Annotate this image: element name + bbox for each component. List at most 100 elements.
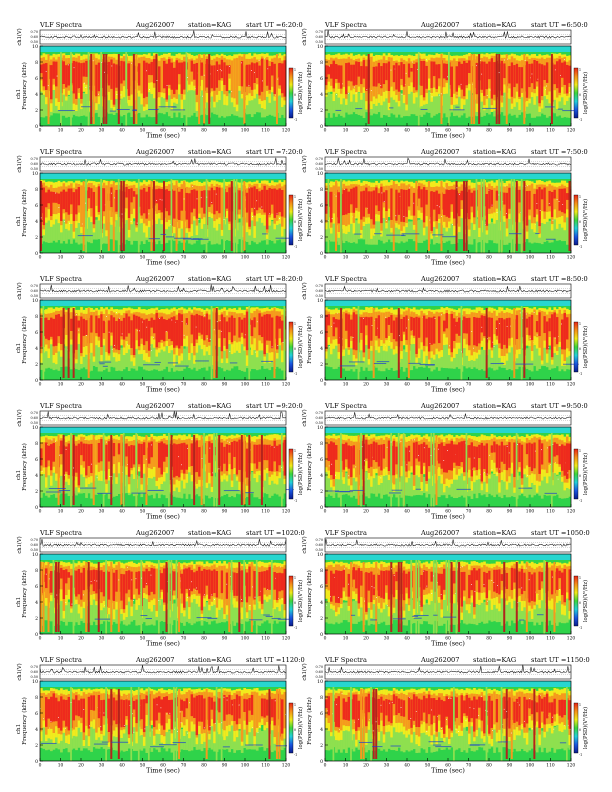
spectrogram-cell: [168, 318, 171, 339]
spectrogram-cell: [415, 441, 419, 459]
spectrogram-cell: [419, 364, 435, 366]
spectrogram-cell: [65, 446, 68, 472]
spectrogram-cell: [374, 233, 382, 235]
spectrogram-cell: [330, 595, 333, 624]
spectrogram-cell: [437, 464, 441, 498]
spectrogram-cell: [271, 617, 281, 619]
spectrogram-cell: [520, 67, 524, 89]
spectrogram-cell: [339, 365, 356, 367]
spectrogram-cell: [64, 474, 66, 476]
spectrogram-cell: [422, 570, 426, 590]
spectrogram-cell: [536, 334, 538, 336]
y-tick-label: 4: [35, 92, 38, 98]
waveform-tick-label: 0.50: [315, 421, 323, 425]
spectrogram-cell: [342, 189, 346, 216]
spectrogram-cell: [112, 63, 116, 105]
spectrogram-cell: [555, 349, 559, 367]
spectrogram-cell: [280, 189, 284, 217]
spectrogram-cell: [195, 338, 199, 371]
spectrogram-cell: [453, 347, 456, 369]
spectrogram-cell: [348, 475, 350, 477]
x-tick-label: 110: [546, 256, 555, 261]
spectrogram-cell: [463, 440, 466, 473]
spectrogram-cell: [568, 65, 572, 84]
spectrogram-cell: [357, 61, 361, 77]
spectrogram-cell: [137, 571, 141, 595]
spectrogram-cell: [388, 492, 401, 494]
spectrogram-cell: [530, 183, 534, 224]
spectrogram-cell: [248, 187, 250, 189]
spectrogram-cell: [233, 572, 236, 596]
spectrogram-cell: [403, 216, 405, 217]
spectrogram-cell: [495, 340, 499, 370]
spectrogram-cell: [463, 316, 466, 334]
spectrogram-cell: [332, 442, 336, 480]
x-axis-label: Time (sec): [146, 259, 180, 267]
spectrogram-cell: [81, 106, 91, 108]
spectrogram-cell: [530, 63, 534, 84]
spectrogram-cell: [77, 568, 81, 595]
spectrogram-cell: [91, 463, 92, 465]
spectrogram-cell: [258, 571, 262, 597]
spectrogram-cell: [520, 212, 521, 213]
x-tick-label: 20: [78, 637, 84, 642]
spectrogram-cell: [250, 345, 254, 369]
spectrogram-cell: [370, 56, 373, 102]
spectrogram-cell: [370, 90, 372, 92]
spectrogram-cell: [213, 329, 215, 331]
colorbar-tick-label: 1: [579, 322, 581, 326]
spectrogram-cell: [374, 319, 376, 321]
spectrogram-cell: [99, 363, 105, 365]
spectrogram-cell: [90, 581, 92, 582]
y-tick-label: 0: [35, 378, 38, 384]
panel-date: Aug262007: [420, 275, 459, 283]
spectrogram-cell: [120, 573, 124, 601]
spectrogram-cell: [437, 316, 441, 344]
spectrogram-cell: [495, 54, 498, 124]
spectrogram-cell: [170, 560, 173, 634]
spectrogram-cell: [505, 318, 509, 349]
panel-start-time: start UT =7:20:0: [246, 148, 303, 156]
spectrogram-cell: [223, 339, 226, 372]
spectrogram-cell: [530, 93, 534, 118]
spectrogram-cell: [565, 193, 569, 200]
x-tick-label: 70: [181, 383, 187, 388]
spectrogram-cell: [382, 602, 386, 622]
spectrogram-cell: [385, 63, 388, 81]
spectrogram-cell: [265, 314, 269, 341]
spectrogram-cell: [412, 63, 416, 88]
waveform-tick-label: 0.70: [30, 157, 38, 161]
spectrogram-cell: [375, 340, 378, 368]
y-tick-label: 8: [320, 314, 323, 320]
spectrogram-cell: [432, 560, 435, 634]
x-tick-label: 100: [526, 256, 535, 261]
spectrogram-cell: [352, 600, 356, 624]
spectrogram-cell: [173, 94, 176, 113]
spectrogram-cell: [555, 461, 557, 463]
x-tick-label: 110: [261, 637, 270, 642]
spectrogram-cell: [200, 88, 204, 115]
spectrogram-cell: [235, 573, 239, 596]
spectrogram-cell: [270, 221, 274, 241]
spectrogram-cell: [213, 599, 215, 600]
x-tick-label: 0: [39, 129, 42, 134]
spectrogram-cell: [137, 63, 141, 86]
spectrogram-cell: [84, 439, 86, 440]
x-tick-label: 40: [404, 129, 410, 134]
spectrogram-cell: [147, 320, 151, 351]
spectrogram-cell: [170, 179, 173, 253]
spectrogram-cell: [205, 569, 209, 586]
spectrogram-cell: [425, 346, 429, 367]
spectrogram-cell: [470, 220, 474, 245]
spectrogram-cell: [215, 570, 219, 598]
spectrogram-cell: [65, 191, 68, 213]
y-axis-prefix-label: ch1: [16, 216, 22, 226]
spectrogram-cell: [332, 185, 336, 214]
spectrogram-cell: [273, 440, 277, 462]
spectrogram-cell: [409, 187, 411, 189]
spectrogram-cell: [255, 189, 259, 211]
spectrogram-cell: [330, 314, 333, 344]
spectrogram-cell: [96, 580, 98, 582]
spectrogram-cell: [448, 52, 450, 126]
spectrogram-cell: [210, 65, 214, 89]
